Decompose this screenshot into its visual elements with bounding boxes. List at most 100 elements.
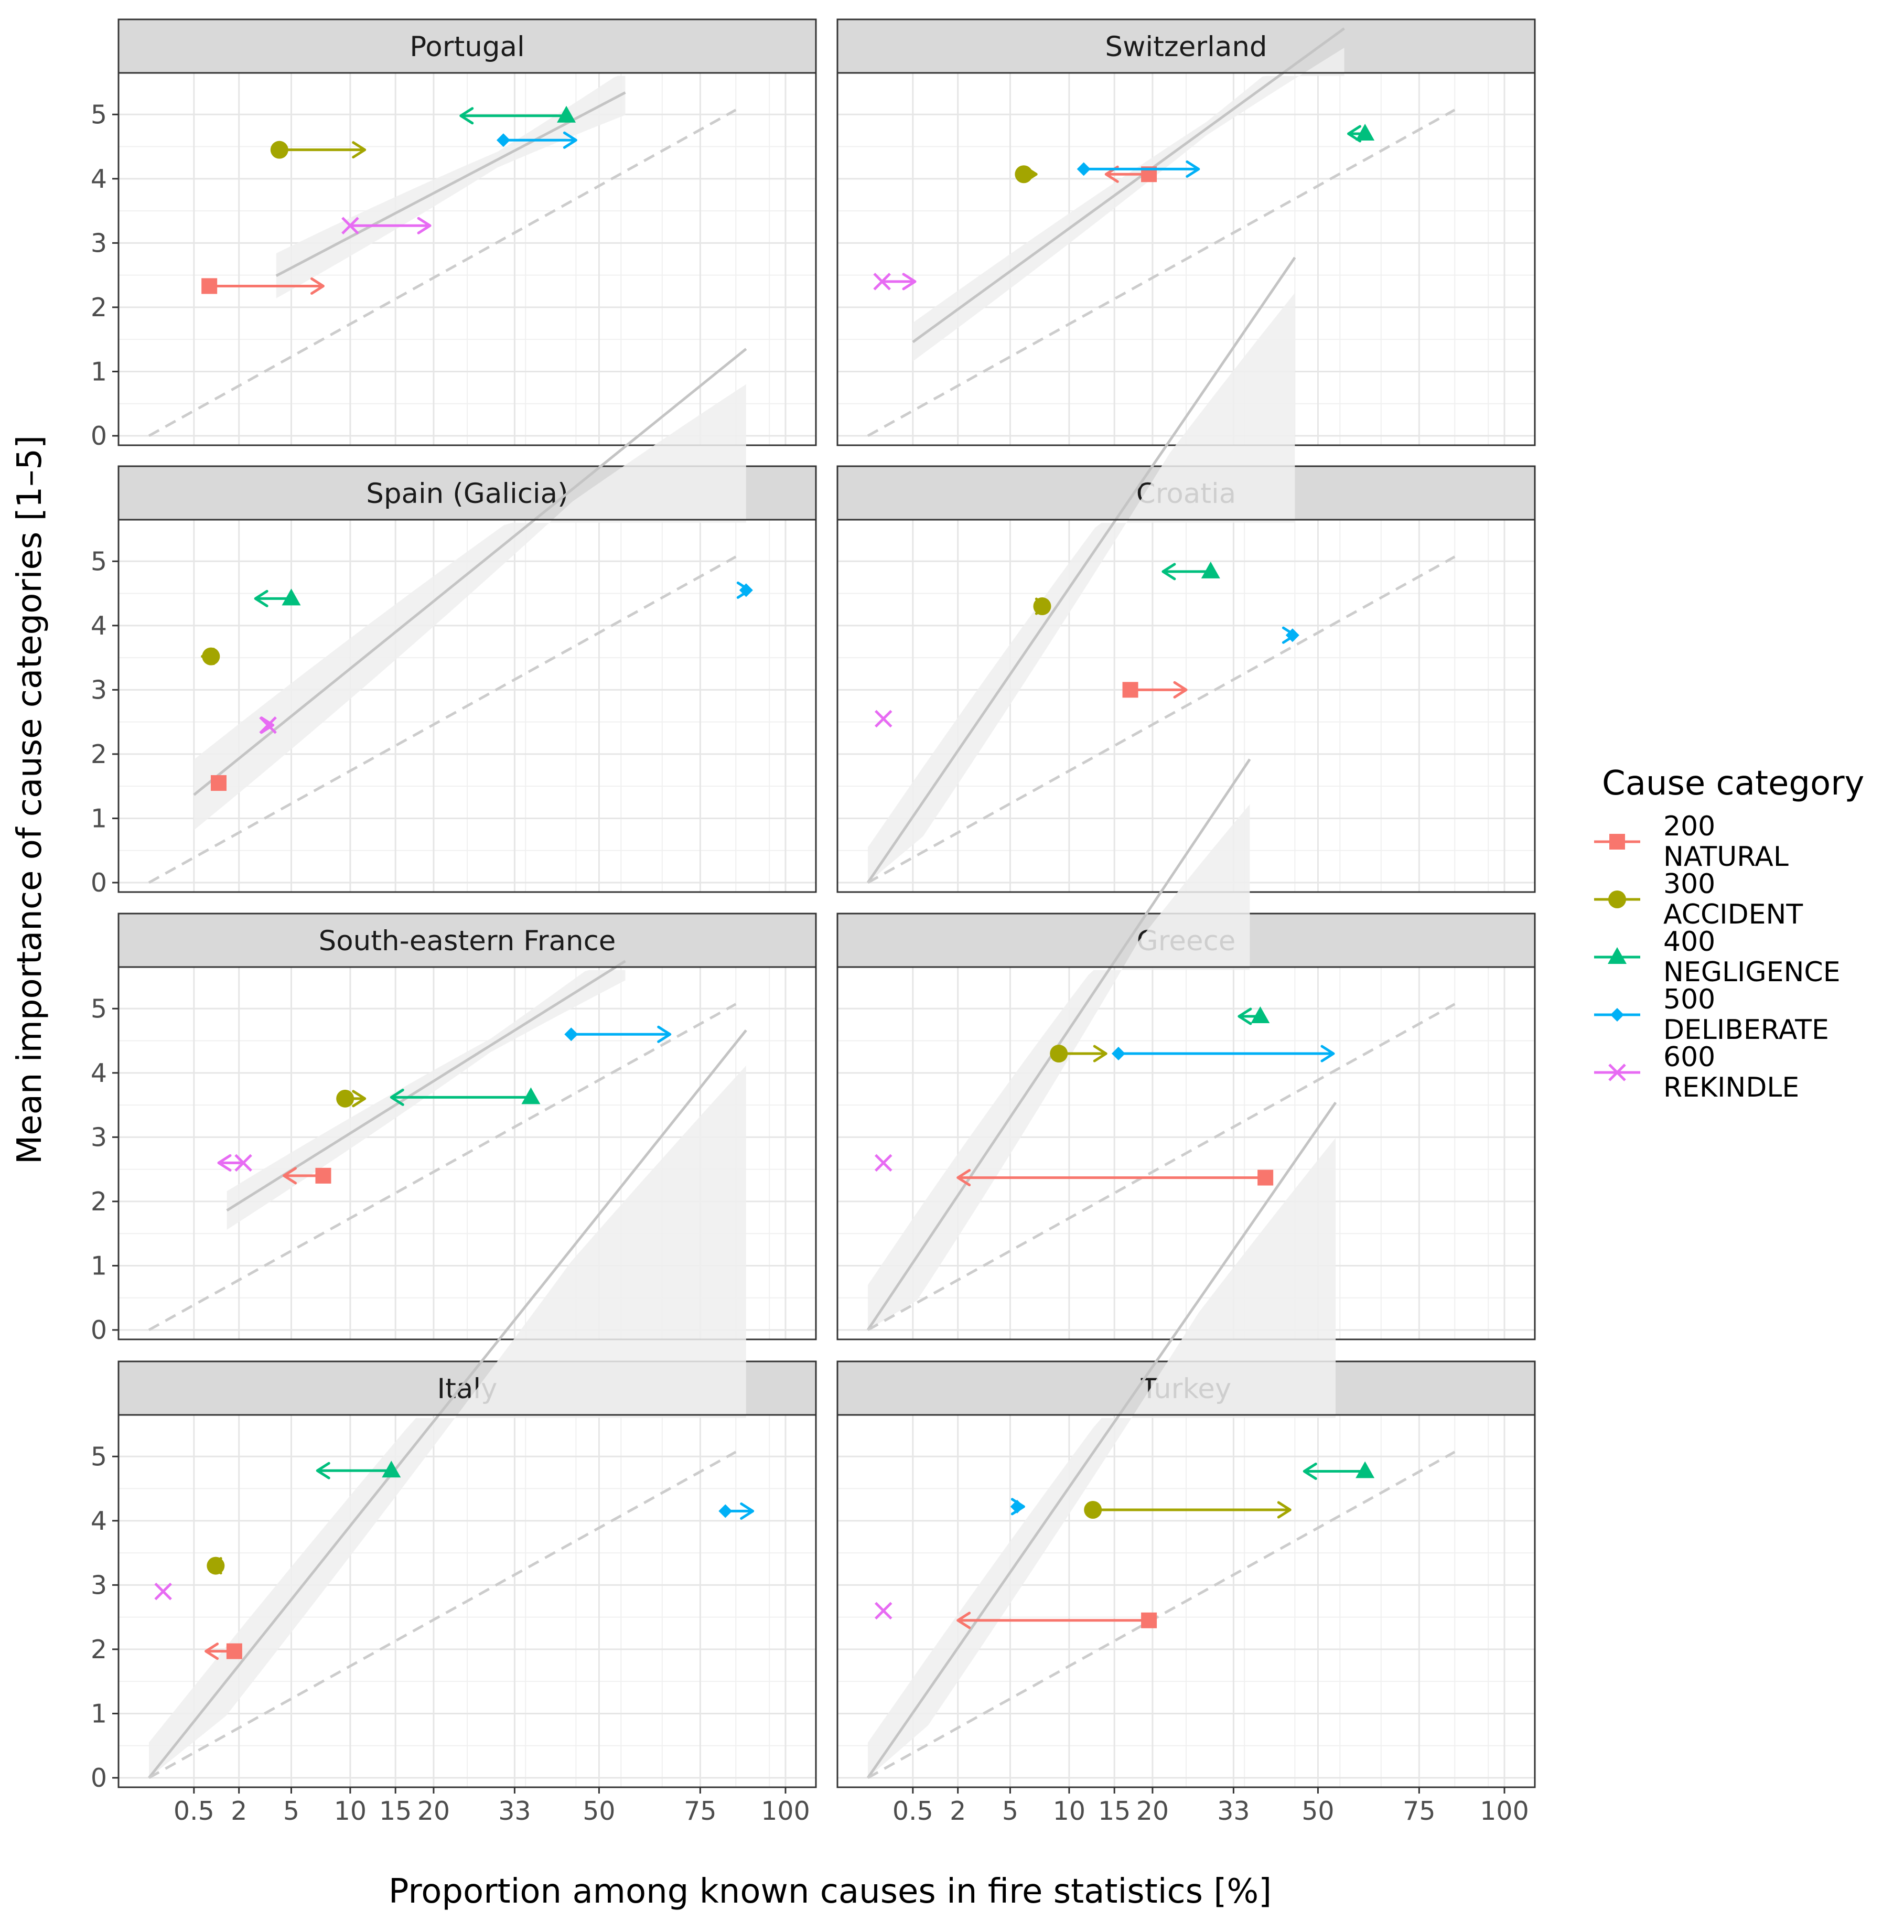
point-500: [564, 1027, 578, 1042]
arrow-head-400: [1161, 563, 1176, 581]
panels: Portugal 0 1 2 3 4 5 Switzerland Spain (Galicia)…: [91, 18, 1536, 1826]
x-tick-label: 100: [761, 1796, 810, 1826]
y-tick-label: 4: [91, 1506, 107, 1536]
legend-label-name: NEGLIGENCE: [1663, 957, 1841, 988]
point-500: [739, 583, 753, 597]
point-500: [718, 1504, 733, 1518]
arrow-head-500: [740, 1502, 755, 1520]
legend-key-diamond: [1610, 1008, 1624, 1022]
legend-title: Cause category: [1602, 764, 1864, 803]
y-tick-label: 3: [91, 675, 107, 705]
y-tick-label: 0: [91, 1763, 107, 1793]
y-tick-label: 4: [91, 1058, 107, 1088]
x-tick-label: 33: [498, 1796, 531, 1826]
legend-label-name: NATURAL: [1663, 841, 1789, 873]
arrow-head-400: [1303, 1462, 1317, 1480]
point-400: [1356, 1461, 1375, 1478]
x-tick-label: 75: [1403, 1796, 1435, 1826]
point-200: [226, 1643, 242, 1659]
arrow-head-600: [260, 716, 275, 734]
point-300: [336, 1089, 354, 1108]
y-tick-label: 5: [91, 1442, 107, 1472]
arrow-head-600: [417, 217, 432, 234]
legend-label-name: REKINDLE: [1663, 1072, 1799, 1103]
point-400: [557, 105, 576, 123]
arrow-head-200: [956, 1169, 971, 1187]
point-200: [201, 278, 218, 294]
panel-greece: Greece: [836, 758, 1536, 1340]
fit-line-switzerland: [912, 27, 1345, 344]
fit-line-spain-galicia: [193, 348, 747, 796]
point-400: [282, 588, 301, 606]
point-400: [521, 1087, 541, 1104]
arrow-head-600: [902, 273, 917, 291]
y-tick-label: 1: [91, 1251, 107, 1281]
point-200: [1141, 1612, 1157, 1628]
y-tick-label: 5: [91, 546, 107, 576]
panel-croatia: Croatia: [836, 256, 1536, 893]
y-tick-label: 3: [91, 1122, 107, 1152]
x-tick-label: 10: [1053, 1796, 1085, 1826]
arrow-head-200: [205, 1643, 219, 1660]
point-500: [1077, 162, 1091, 176]
panel-border-italy: [117, 1414, 817, 1788]
y-axis-title: Mean importance of cause categories [1–5…: [10, 435, 49, 1164]
x-tick-label: 20: [417, 1796, 450, 1826]
panel-border-south-eastern-france: [117, 966, 817, 1340]
point-300: [207, 1557, 225, 1575]
arrow-head-200: [956, 1612, 971, 1629]
point-500: [1285, 628, 1299, 642]
point-300: [1015, 165, 1033, 184]
panel-border-spain-galicia: [117, 519, 817, 893]
strip-label-portugal: Portugal: [410, 31, 525, 63]
y-tick-label: 1: [91, 357, 107, 387]
arrow-head-400: [1347, 125, 1362, 143]
confidence-band-italy: [149, 1065, 746, 1778]
fit-line-south-eastern-france: [226, 960, 626, 1212]
arrow-head-400: [390, 1088, 404, 1106]
arrow-head-400: [1238, 1007, 1252, 1025]
y-tick-label: 0: [91, 868, 107, 898]
x-tick-label: 75: [684, 1796, 716, 1826]
x-tick-label: 2: [950, 1796, 966, 1826]
strip-label-switzerland: Switzerland: [1105, 31, 1267, 63]
point-600: [154, 1582, 172, 1601]
point-200: [210, 775, 227, 791]
x-tick-label: 10: [334, 1796, 367, 1826]
arrow-head-600: [217, 1154, 232, 1172]
confidence-band-turkey: [868, 1137, 1336, 1778]
y-tick-label: 2: [91, 739, 107, 769]
arrow-head-400: [316, 1462, 330, 1479]
x-tick-label: 5: [283, 1796, 299, 1826]
grid-italy: [119, 1415, 816, 1787]
x-tick-label: 50: [1301, 1796, 1334, 1826]
legend-label-code: 600: [1663, 1042, 1715, 1073]
point-400: [1251, 1006, 1270, 1023]
confidence-band-south-eastern-france: [227, 970, 626, 1230]
y-tick-label: 1: [91, 803, 107, 833]
legend-key-square: [1609, 834, 1625, 850]
strip-south-eastern-france: [117, 913, 817, 968]
point-500: [1111, 1047, 1125, 1061]
confidence-band-portugal: [276, 76, 626, 298]
panel-switzerland: Switzerland: [836, 18, 1536, 446]
arrow-head-400: [254, 589, 268, 607]
point-300: [1050, 1045, 1068, 1063]
y-tick-label: 1: [91, 1699, 107, 1729]
point-400: [1201, 561, 1220, 578]
fit-line-portugal: [275, 91, 626, 277]
legend-label-code: 200: [1663, 811, 1715, 842]
panel-portugal: Portugal 0 1 2 3 4 5: [91, 18, 817, 451]
y-tick-label: 5: [91, 994, 107, 1024]
reference-curve-greece: [867, 1003, 1456, 1332]
panel-border-turkey: [836, 1414, 1536, 1788]
panel-border-portugal: [117, 72, 817, 446]
x-tick-label: 0.5: [174, 1796, 214, 1826]
point-300: [1084, 1500, 1102, 1519]
